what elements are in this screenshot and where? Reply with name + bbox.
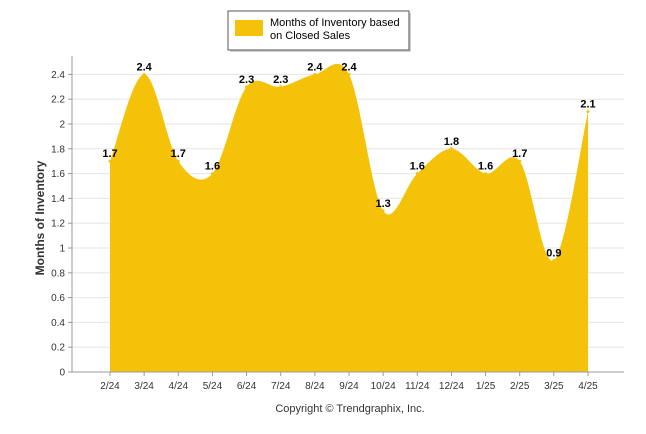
data-point [313,72,317,76]
data-label: 1.6 [478,161,493,173]
x-axis-ticks: 2/24 3/24 4/24 5/24 6/24 7/24 8/24 9/24 10/24 11/… [100,372,598,392]
x-tick-label: 4/24 [169,381,189,392]
data-label: 2.4 [307,61,323,73]
x-tick-label: 1/25 [476,381,496,392]
series-area [110,63,588,372]
y-tick-label: 0.6 [51,293,65,304]
data-point [142,72,146,76]
x-tick-label: 7/24 [271,381,291,392]
data-point [449,147,453,151]
x-tick-label: 9/24 [339,381,359,392]
x-tick-label: 6/24 [237,381,257,392]
copyright-footer: Copyright © Trendgraphix, Inc. [275,403,424,415]
data-label: 1.3 [375,198,390,210]
data-point [381,209,385,213]
x-tick-label: 3/25 [544,381,564,392]
x-tick-label: 2/25 [510,381,530,392]
data-point [518,159,522,163]
data-label: 2.3 [273,74,288,86]
y-tick-label: 0.4 [51,318,65,329]
legend-label-line-1: Months of Inventory based [270,17,400,29]
data-label: 0.9 [546,247,561,259]
x-tick-label: 12/24 [439,381,464,392]
y-tick-label: 1.6 [51,169,65,180]
y-tick-label: 1.4 [51,194,65,205]
y-tick-label: 0 [59,368,65,379]
y-axis-title: Months of Inventory [33,160,47,275]
data-label: 2.4 [341,61,357,73]
data-point [415,172,419,176]
series-area-group [110,63,588,372]
data-point [108,159,112,163]
legend-swatch [235,20,263,36]
data-label: 2.3 [239,74,254,86]
y-tick-label: 2.2 [51,95,65,106]
x-tick-label: 3/24 [134,381,154,392]
y-tick-label: 0.2 [51,343,65,354]
y-tick-label: 1.8 [51,144,65,155]
y-axis-ticks: 0 0.2 0.4 0.6 0.8 1 1.2 1.4 1.6 1.8 2 2.2 2.4 [51,70,72,379]
y-tick-label: 1 [59,244,65,255]
x-tick-label: 5/24 [203,381,223,392]
data-point [279,85,283,89]
y-tick-label: 2 [59,120,65,131]
x-tick-label: 8/24 [305,381,325,392]
data-label: 1.7 [512,148,527,160]
data-point [210,172,214,176]
data-label: 1.6 [410,161,425,173]
data-point [586,110,590,114]
x-tick-label: 2/24 [100,381,120,392]
data-point [552,258,556,262]
data-label: 2.1 [580,99,595,111]
y-tick-label: 1.2 [51,219,65,230]
data-point [347,72,351,76]
data-label: 1.7 [102,148,117,160]
data-label: 2.4 [136,61,152,73]
data-point [484,172,488,176]
x-tick-label: 4/25 [578,381,598,392]
axes [71,56,624,373]
data-label: 1.7 [171,148,186,160]
data-labels: 1.7 2.4 1.7 1.6 2.3 2.3 2.4 2.4 1.3 1.6 1.8 1.6 1.7 0… [102,61,596,262]
legend-label-line-2: on Closed Sales [270,30,351,42]
legend: Months of Inventory based on Closed Sale… [227,10,411,52]
data-point [245,85,249,89]
y-tick-label: 0.8 [51,268,65,279]
data-point [176,159,180,163]
data-label: 1.8 [444,136,459,148]
y-tick-label: 2.4 [51,70,65,81]
x-tick-label: 11/24 [405,381,430,392]
data-label: 1.6 [205,161,220,173]
x-tick-label: 10/24 [371,381,396,392]
